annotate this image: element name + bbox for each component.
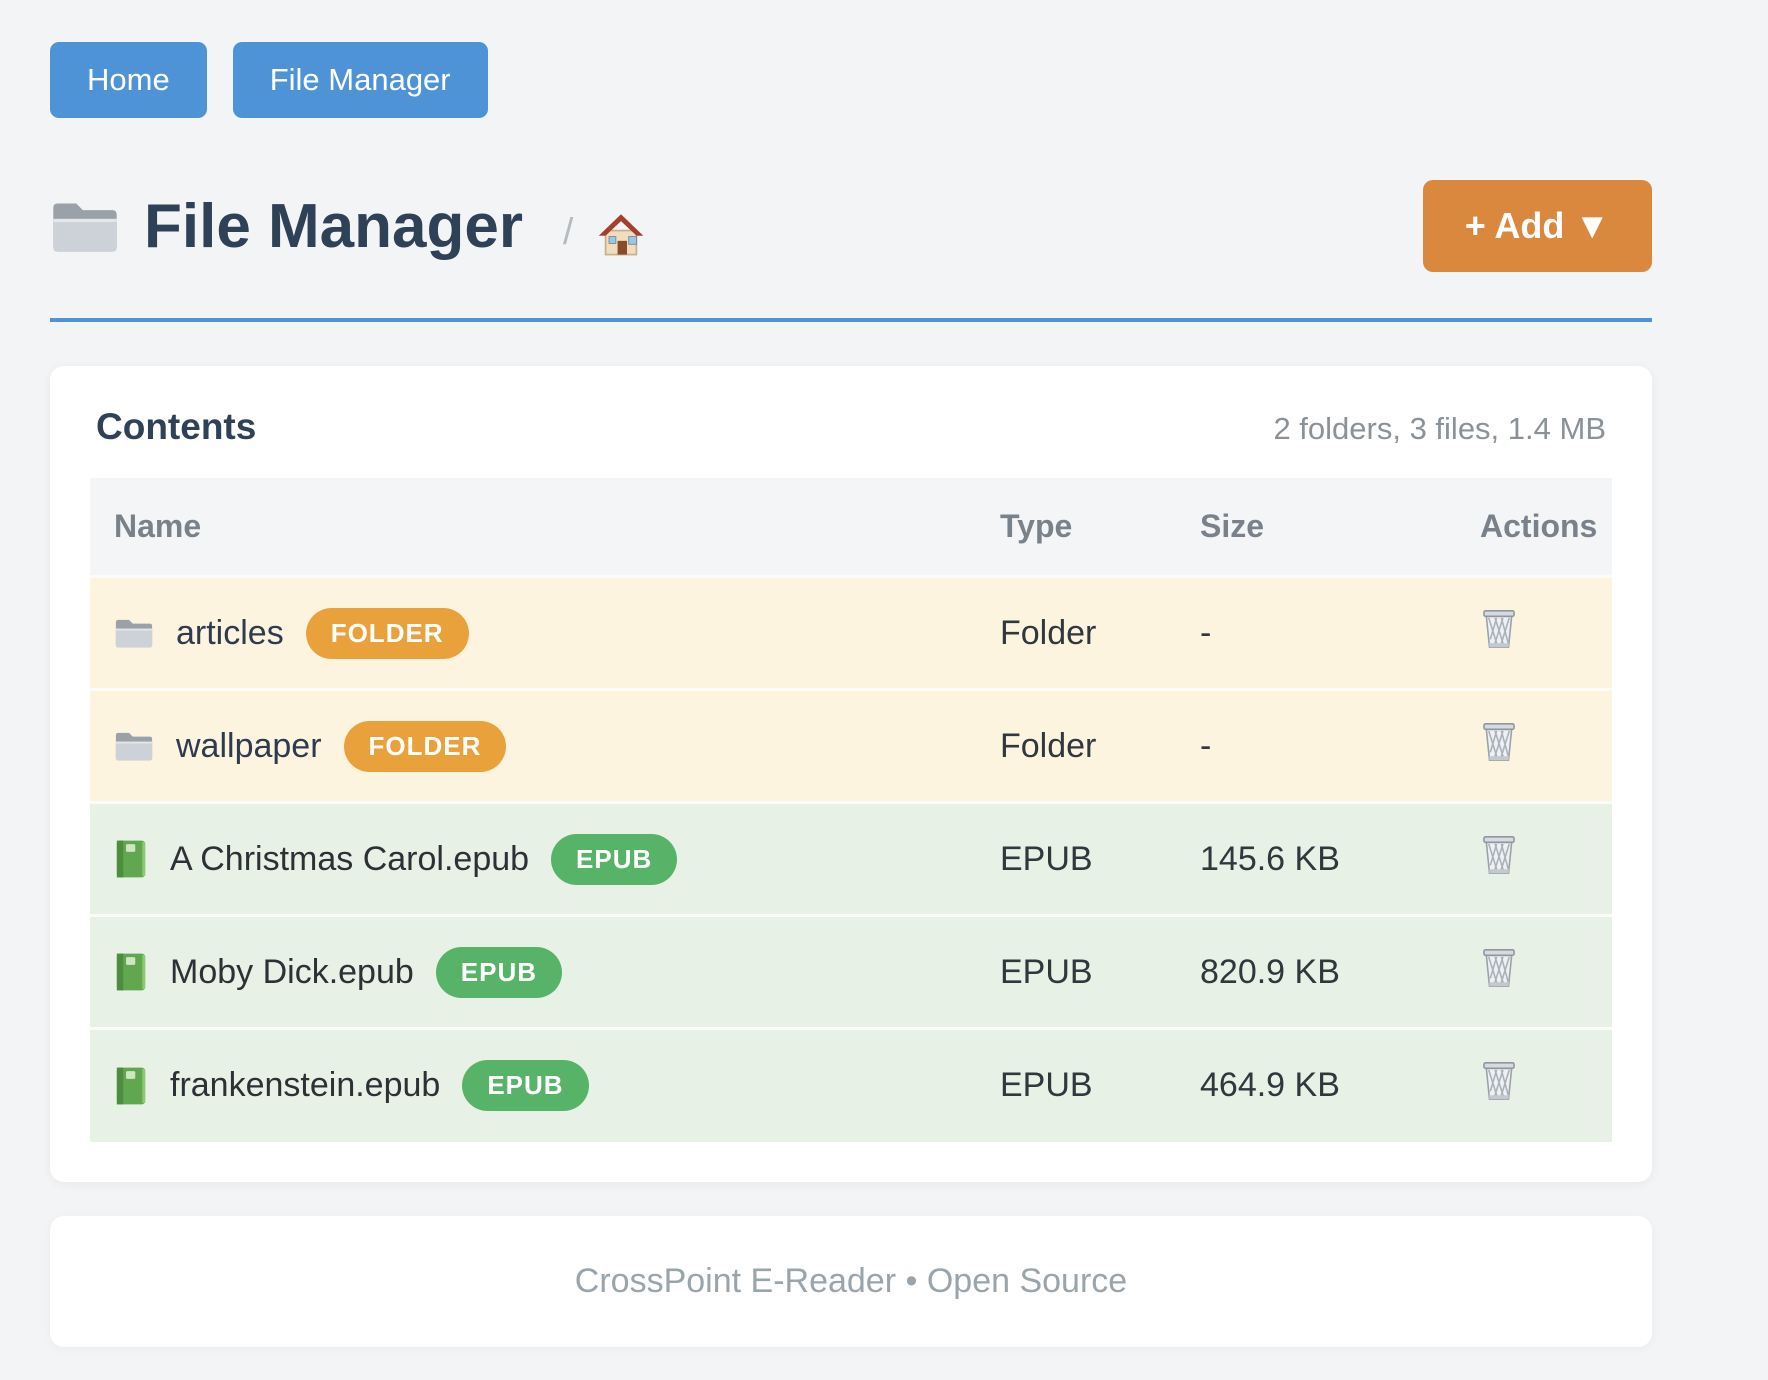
breadcrumb-separator: /	[563, 211, 574, 253]
table-header-row: Name Type Size Actions	[90, 478, 1612, 577]
column-header-name: Name	[90, 478, 976, 577]
delete-button[interactable]	[1480, 720, 1518, 764]
card-title: Contents	[96, 406, 257, 448]
footer-text: CrossPoint E-Reader • Open Source	[574, 1261, 1128, 1300]
book-icon	[114, 839, 148, 879]
cell-size: 464.9 KB	[1200, 1066, 1340, 1105]
nav-button-home[interactable]: Home	[50, 42, 207, 119]
cell-size: 145.6 KB	[1200, 839, 1340, 878]
item-name[interactable]: frankenstein.epub	[170, 1066, 441, 1105]
item-name[interactable]: Moby Dick.epub	[170, 952, 414, 991]
cell-size: -	[1200, 726, 1212, 765]
table-row: articles FOLDER Folder -	[90, 576, 1612, 690]
page-title-text: File Manager	[144, 191, 523, 261]
type-badge: EPUB	[462, 1060, 589, 1112]
table-row: frankenstein.epub EPUB EPUB 464.9 KB	[90, 1028, 1612, 1142]
trash-icon	[1480, 720, 1518, 764]
book-icon	[114, 1066, 148, 1106]
delete-button[interactable]	[1480, 833, 1518, 877]
page-container: Home File Manager File Manager / + Add ▼…	[50, 0, 1652, 1347]
delete-button[interactable]	[1480, 946, 1518, 990]
item-name[interactable]: wallpaper	[176, 726, 322, 765]
footer: CrossPoint E-Reader • Open Source	[50, 1215, 1652, 1347]
type-badge: EPUB	[435, 946, 563, 998]
trash-icon	[1480, 833, 1518, 877]
type-badge: FOLDER	[305, 607, 469, 659]
folder-icon	[114, 615, 154, 651]
trash-icon	[1480, 946, 1518, 990]
home-icon[interactable]	[597, 210, 645, 258]
cell-size: -	[1200, 613, 1212, 652]
page-header: File Manager / + Add ▼	[50, 180, 1652, 273]
cell-type: Folder	[1000, 726, 1097, 765]
delete-button[interactable]	[1480, 607, 1518, 651]
files-table: Name Type Size Actions articles FOLDER	[90, 478, 1612, 1142]
item-name[interactable]: A Christmas Carol.epub	[170, 839, 530, 878]
column-header-actions: Actions	[1416, 478, 1612, 577]
page-title: File Manager /	[50, 191, 645, 262]
cell-type: EPUB	[1000, 839, 1093, 878]
add-button[interactable]: + Add ▼	[1422, 180, 1652, 273]
nav-button-file-manager[interactable]: File Manager	[232, 42, 488, 119]
type-badge: EPUB	[551, 833, 678, 885]
column-header-type: Type	[976, 478, 1176, 577]
table-row: wallpaper FOLDER Folder -	[90, 689, 1612, 803]
contents-card-header: Contents 2 folders, 3 files, 1.4 MB	[90, 406, 1612, 448]
folder-icon	[114, 728, 154, 764]
cell-type: EPUB	[1000, 1066, 1093, 1105]
table-row: A Christmas Carol.epub EPUB EPUB 145.6 K…	[90, 802, 1612, 916]
top-nav: Home File Manager	[50, 0, 1652, 119]
type-badge: FOLDER	[343, 720, 507, 772]
trash-icon	[1480, 1059, 1518, 1103]
book-icon	[114, 952, 148, 992]
cell-type: Folder	[1000, 613, 1097, 652]
item-name[interactable]: articles	[176, 613, 284, 652]
delete-button[interactable]	[1480, 1059, 1518, 1103]
contents-card: Contents 2 folders, 3 files, 1.4 MB Name…	[50, 366, 1652, 1182]
column-header-size: Size	[1176, 478, 1416, 577]
table-row: Moby Dick.epub EPUB EPUB 820.9 KB	[90, 915, 1612, 1029]
contents-summary: 2 folders, 3 files, 1.4 MB	[1273, 411, 1606, 447]
cell-size: 820.9 KB	[1200, 952, 1340, 991]
folder-icon	[50, 197, 120, 256]
cell-type: EPUB	[1000, 952, 1093, 991]
title-underline	[50, 318, 1652, 323]
trash-icon	[1480, 607, 1518, 651]
